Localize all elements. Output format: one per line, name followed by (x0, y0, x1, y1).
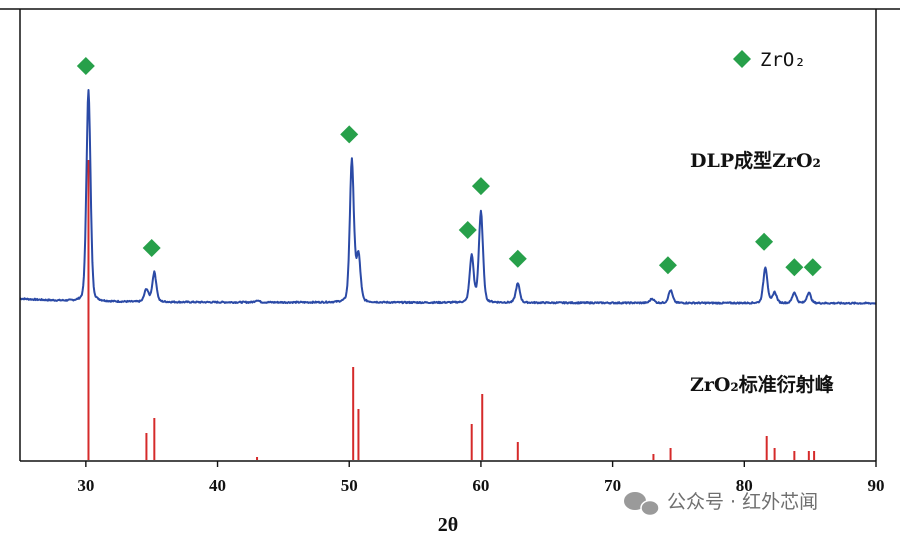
measured-curve (19, 89, 877, 305)
wechat-bubble-icon-small (640, 499, 660, 517)
legend-label: ZrO₂ (760, 49, 806, 71)
phase-marker-diamond (755, 232, 774, 251)
wechat-bubble-icon (624, 492, 646, 510)
x-tick-label: 30 (77, 476, 94, 495)
x-tick-label: 70 (604, 476, 621, 495)
x-tick-label: 40 (209, 476, 226, 495)
legend: ZrO₂ (733, 49, 806, 71)
phase-marker-diamond (803, 258, 822, 277)
x-tick-label: 80 (736, 476, 753, 495)
reference-pattern-label: ZrO₂标准衍射峰 (690, 373, 835, 396)
x-ticks: 30 40 50 60 70 80 90 (77, 461, 885, 495)
phase-marker-diamond (340, 125, 359, 144)
measured-pattern-label: DLP成型ZrO₂ (690, 149, 821, 172)
phase-marker-diamond (658, 256, 677, 275)
phase-marker-diamond (458, 220, 477, 239)
phase-markers (76, 56, 822, 277)
watermark: 公众号 · 红外芯闻 (624, 491, 818, 517)
x-tick-label: 90 (868, 476, 885, 495)
watermark-text: 公众号 · 红外芯闻 (667, 491, 818, 513)
phase-marker-diamond (76, 56, 95, 75)
x-axis-label: 2θ (438, 514, 458, 536)
measured-pattern (19, 89, 877, 305)
x-tick-label: 50 (341, 476, 358, 495)
legend-diamond-icon (733, 50, 751, 68)
phase-marker-diamond (785, 258, 804, 277)
phase-marker-diamond (471, 177, 490, 196)
reference-peaks (87, 160, 816, 460)
phase-marker-diamond (142, 238, 161, 257)
x-tick-label: 60 (472, 476, 489, 495)
phase-marker-diamond (508, 249, 527, 268)
